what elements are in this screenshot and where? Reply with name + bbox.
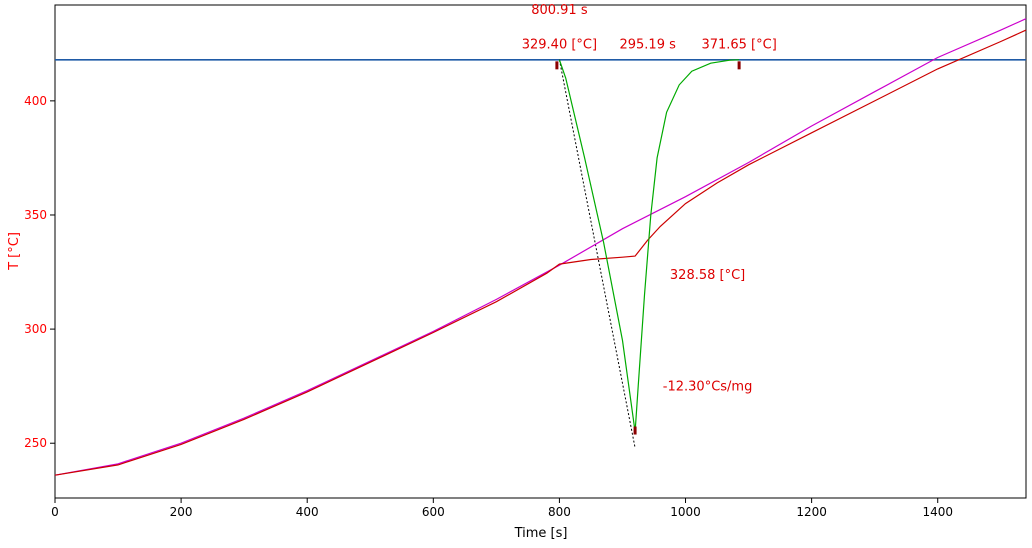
x-tick-label: 1200 — [796, 505, 827, 519]
annotation-label: -12.30°Cs/mg — [663, 380, 753, 395]
y-axis-label: T [°C] — [7, 232, 22, 271]
x-tick-label: 1000 — [670, 505, 701, 519]
reference-series-line — [54, 18, 1027, 476]
x-tick-label: 800 — [548, 505, 571, 519]
y-tick-label: 350 — [24, 208, 47, 222]
annotation-label: 295.19 s — [619, 37, 676, 52]
x-tick-label: 600 — [422, 505, 445, 519]
annotation-layer: 800.91 s 329.40 [°C] 295.19 s 371.65 [°C] 32… — [522, 3, 777, 395]
annotation-label: 328.58 [°C] — [670, 268, 745, 283]
series-layer — [54, 18, 1027, 476]
event-marker — [633, 426, 637, 435]
x-tick-label: 0 — [51, 505, 59, 519]
y-tick-label: 300 — [24, 322, 47, 336]
marker-layer — [555, 61, 741, 435]
annotation-label: 800.91 s — [531, 3, 588, 18]
derivative-series-line — [558, 59, 740, 432]
x-tick-label: 1400 — [922, 505, 953, 519]
x-tick-label: 400 — [296, 505, 319, 519]
x-tick-label: 200 — [170, 505, 193, 519]
tick-layer: 0 200 400 600 800 1000 1200 1400 250 300 350 400 — [24, 94, 953, 519]
measured-series-line — [54, 29, 1027, 476]
tangent-line — [558, 59, 636, 448]
event-marker — [737, 61, 741, 70]
annotation-label: 329.40 [°C] — [522, 37, 597, 52]
annotation-label: 371.65 [°C] — [701, 37, 776, 52]
plot-frame — [54, 4, 1027, 499]
y-tick-label: 400 — [24, 94, 47, 108]
event-marker — [555, 61, 559, 70]
y-tick-label: 250 — [24, 436, 47, 450]
x-axis-label: Time [s] — [514, 526, 568, 541]
